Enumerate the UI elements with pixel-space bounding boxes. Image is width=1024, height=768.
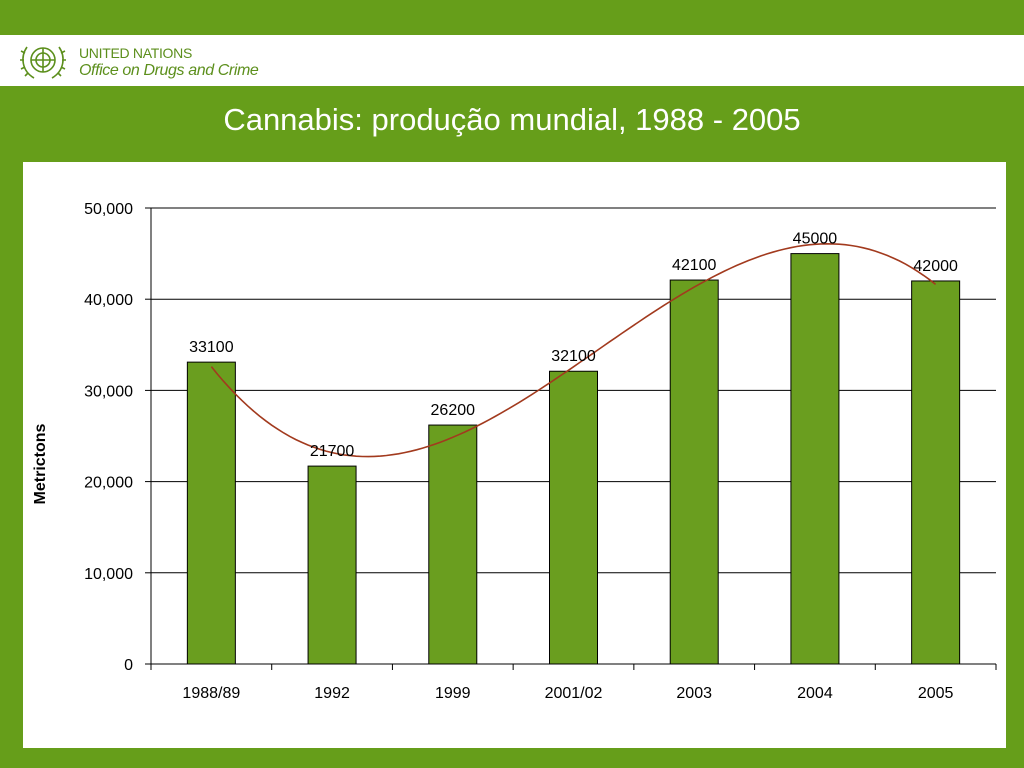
y-tick-label: 0: [124, 657, 133, 674]
x-tick-label: 2003: [676, 685, 712, 702]
chart-title: Cannabis: produção mundial, 1988 - 2005: [223, 102, 801, 137]
y-axis-label: Metrictons: [32, 423, 49, 504]
y-tick-label: 20,000: [84, 475, 133, 492]
x-tick-label: 2005: [918, 685, 954, 702]
y-tick-label: 50,000: [84, 201, 133, 218]
bar: [790, 253, 840, 665]
data-label: 33100: [189, 339, 234, 356]
data-label: 45000: [793, 231, 838, 248]
bar: [669, 279, 719, 665]
y-tick-label: 40,000: [84, 292, 133, 309]
data-label: 21700: [310, 443, 355, 460]
data-label: 32100: [551, 348, 596, 365]
data-label: 42000: [913, 258, 958, 275]
bar: [307, 465, 357, 665]
bar-chart: Metrictons 0 10,000 20,000 30,000 40,000 50,0…: [32, 201, 997, 702]
org-name-line1: UNITED NATIONS: [79, 45, 192, 61]
x-tick-label: 1999: [435, 685, 471, 702]
data-label: 42100: [672, 257, 717, 274]
header-band: [0, 35, 1024, 86]
trend-line: [210, 242, 937, 458]
x-tick-label: 2001/02: [545, 685, 603, 702]
chart-panel: Metrictons 0 10,000 20,000 30,000 40,000 50,0…: [23, 162, 1006, 748]
bar: [186, 361, 236, 665]
x-tick-label: 2004: [797, 685, 833, 702]
bar: [428, 424, 478, 665]
y-tick-label: 10,000: [84, 566, 133, 583]
un-emblem-icon: [20, 46, 66, 79]
bar: [549, 370, 598, 665]
org-name-line2: Office on Drugs and Crime: [79, 62, 259, 79]
x-tick-label: 1988/89: [182, 685, 240, 702]
x-tick-label: 1992: [314, 685, 350, 702]
y-tick-label: 30,000: [84, 383, 133, 400]
data-label: 26200: [431, 402, 476, 419]
bar: [911, 280, 961, 665]
